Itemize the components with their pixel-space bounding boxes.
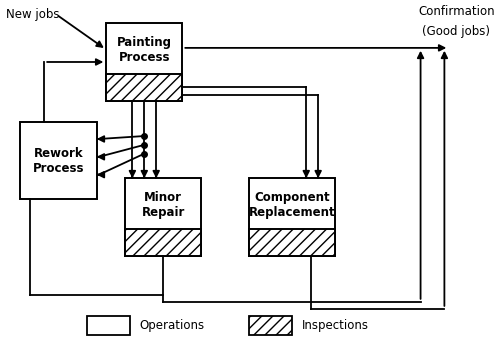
Text: Confirmation: Confirmation bbox=[418, 5, 494, 18]
FancyBboxPatch shape bbox=[106, 23, 182, 101]
Text: (Good jobs): (Good jobs) bbox=[422, 25, 490, 38]
FancyBboxPatch shape bbox=[87, 316, 130, 335]
FancyBboxPatch shape bbox=[249, 229, 335, 256]
FancyBboxPatch shape bbox=[106, 74, 182, 101]
FancyBboxPatch shape bbox=[249, 178, 335, 256]
Text: Rework
Process: Rework Process bbox=[33, 147, 84, 175]
Text: Operations: Operations bbox=[140, 319, 204, 332]
Text: New jobs: New jobs bbox=[6, 8, 60, 21]
FancyBboxPatch shape bbox=[125, 229, 202, 256]
Text: Minor
Repair: Minor Repair bbox=[142, 192, 185, 220]
FancyBboxPatch shape bbox=[20, 122, 96, 199]
FancyBboxPatch shape bbox=[249, 316, 292, 335]
Text: Component
Replacement: Component Replacement bbox=[248, 192, 336, 220]
FancyBboxPatch shape bbox=[125, 178, 202, 256]
Text: Painting
Process: Painting Process bbox=[117, 36, 172, 64]
Text: Inspections: Inspections bbox=[302, 319, 368, 332]
